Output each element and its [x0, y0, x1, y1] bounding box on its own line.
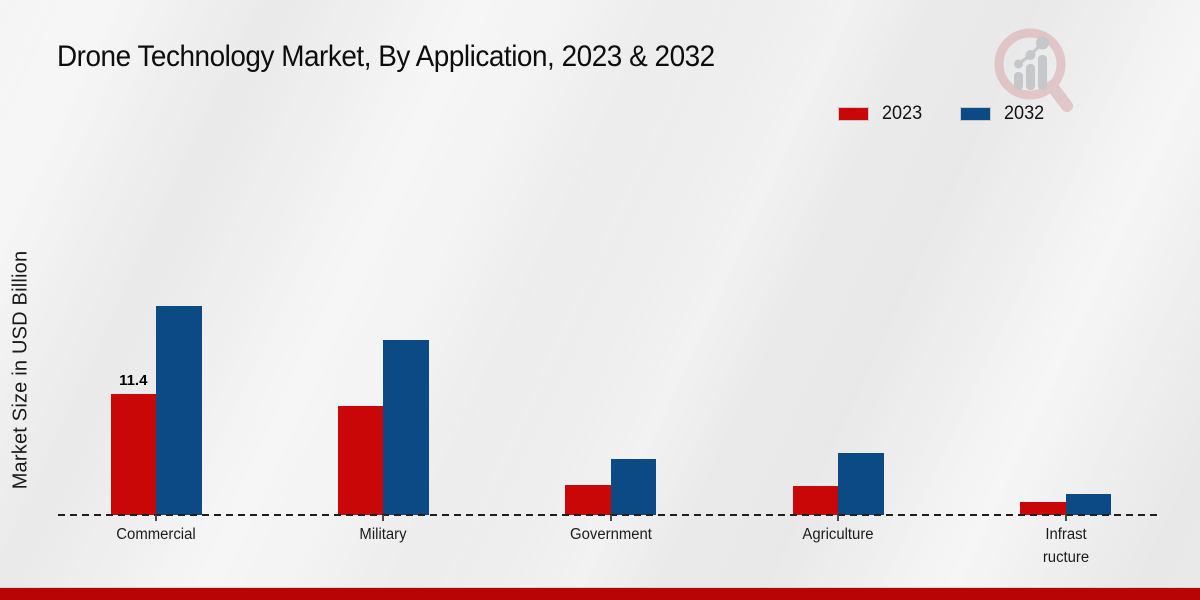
- bar-2023-commercial: [110, 394, 156, 515]
- bar-2032-infrastructure: [1065, 493, 1112, 515]
- logo-trend-icon: [1014, 36, 1049, 69]
- legend-swatch-2032: [960, 107, 992, 121]
- bar-2023-military: [337, 405, 384, 515]
- legend: 2023 2032: [838, 103, 1047, 125]
- category-label-military: Military: [359, 526, 407, 543]
- legend-item-2032: 2032: [960, 103, 1046, 125]
- category-label-government: Government: [569, 526, 652, 543]
- x-axis-tick-military: [382, 515, 385, 521]
- category-label-infrastructure: Infrast ructure: [1042, 526, 1089, 567]
- x-axis-tick-agriculture: [837, 515, 840, 521]
- legend-swatch-2023: [838, 107, 869, 121]
- bar-2032-agriculture: [838, 453, 884, 515]
- category-label-agriculture: Agriculture: [802, 526, 874, 543]
- legend-label-2023: 2023: [882, 103, 923, 124]
- footer-red-band: [0, 587, 1200, 600]
- market-research-watermark-logo: [994, 28, 1073, 112]
- bar-2023-agriculture: [792, 486, 839, 515]
- magnifier-ring-icon: [994, 28, 1066, 100]
- bar-2032-government: [610, 458, 657, 515]
- bar-value-label-2023-commercial: 11.4: [119, 372, 148, 390]
- x-axis-tick-infrastructure: [1064, 515, 1067, 521]
- magnifier-handle-icon: [1046, 80, 1073, 112]
- x-axis-tick-government: [609, 515, 612, 521]
- chart-title: Drone Technology Market, By Application,…: [57, 40, 715, 73]
- bar-2023-government: [565, 485, 611, 515]
- bar-2032-commercial: [156, 305, 202, 515]
- x-axis-tick-commercial: [155, 515, 157, 521]
- legend-label-2032: 2032: [1004, 103, 1045, 124]
- bar-2032-military: [383, 339, 429, 515]
- bar-2023-infrastructure: [1020, 502, 1066, 515]
- x-axis-baseline: [58, 514, 1158, 516]
- legend-item-2023: 2023: [838, 103, 924, 125]
- logo-bars-icon: [1014, 55, 1047, 90]
- category-label-commercial: Commercial: [116, 526, 196, 543]
